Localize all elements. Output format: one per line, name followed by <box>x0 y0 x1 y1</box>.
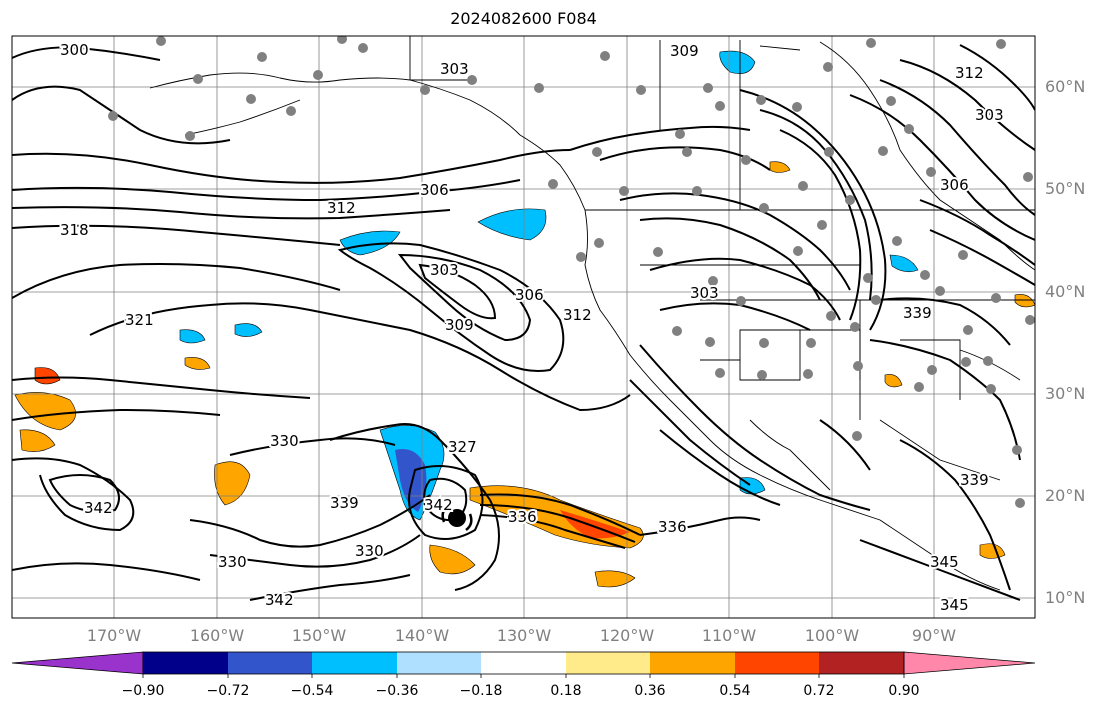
contour-label: 312 <box>327 199 356 217</box>
contour-label: 327 <box>448 438 477 456</box>
lon-label: 90°W <box>911 626 957 645</box>
contour-label: 336 <box>658 518 687 536</box>
lat-label: 20°N <box>1045 486 1086 505</box>
lon-label: 160°W <box>189 626 245 645</box>
colorbar-bin <box>143 652 228 674</box>
contour-label: 312 <box>563 306 592 324</box>
lon-label: 140°W <box>394 626 450 645</box>
contour-label: 300 <box>60 41 89 59</box>
colorbar-bin <box>819 652 904 674</box>
map-frame <box>11 35 1036 619</box>
lat-label: 30°N <box>1045 384 1086 403</box>
colorbar-tick-label: −0.90 <box>121 683 165 699</box>
contour-label: 306 <box>420 181 449 199</box>
contour-label: 306 <box>940 176 969 194</box>
lon-label: 150°W <box>291 626 347 645</box>
colorbar-bin <box>566 652 650 674</box>
contour-label: 312 <box>955 64 984 82</box>
contour-label: 342 <box>265 591 294 609</box>
contour-label: 303 <box>690 284 719 302</box>
contour-label: 339 <box>330 494 359 512</box>
colorbar-tick-label: 0.18 <box>550 683 582 699</box>
colorbar-tick-label: 0.36 <box>634 683 666 699</box>
contour-label: 303 <box>975 106 1004 124</box>
colorbar-tick-label: 0.54 <box>719 683 751 699</box>
colorbar-bin <box>312 652 397 674</box>
contour-label: 330 <box>218 553 247 571</box>
colorbar <box>11 651 1036 678</box>
contour-label: 303 <box>440 60 469 78</box>
contour-label: 342 <box>424 496 453 514</box>
contour-label: 339 <box>903 304 932 322</box>
lat-label: 50°N <box>1045 179 1086 198</box>
contour-label: 330 <box>270 432 299 450</box>
map-title: 2024082600 F084 <box>450 9 597 28</box>
contour-label: 342 <box>84 499 113 517</box>
colorbar-tick-label: −0.18 <box>459 683 503 699</box>
lat-label: 10°N <box>1045 588 1086 607</box>
lat-label: 60°N <box>1045 77 1086 96</box>
lon-label: 120°W <box>599 626 655 645</box>
contour-labels: 300 303 309 312 303 306 318 312 306 303 … <box>58 39 1006 616</box>
lon-label: 100°W <box>804 626 860 645</box>
station-dots <box>108 36 1035 508</box>
colorbar-bin <box>735 652 819 674</box>
lat-label: 40°N <box>1045 282 1086 301</box>
contour-label: 306 <box>515 286 544 304</box>
contour-label: 345 <box>930 553 959 571</box>
colorbar-bin <box>481 652 566 674</box>
colorbar-tick-label: −0.72 <box>206 683 250 699</box>
contour-label: 309 <box>445 316 474 334</box>
contour-label: 303 <box>430 261 459 279</box>
contour-label: 318 <box>60 221 89 239</box>
map-area <box>12 36 1035 618</box>
contour-lines <box>12 44 1035 601</box>
colorbar-tick-label: 0.90 <box>888 683 920 699</box>
contour-label: 336 <box>508 508 537 526</box>
colorbar-tick-label: −0.54 <box>290 683 334 699</box>
colorbar-tick-label: 0.72 <box>803 683 835 699</box>
colorbar-extend-high <box>903 651 1036 675</box>
colorbar-extend-low <box>11 651 144 675</box>
colorbar-tick-label: −0.36 <box>375 683 419 699</box>
colorbar-bin <box>228 652 312 674</box>
contour-label: 309 <box>670 42 699 60</box>
contour-label: 321 <box>125 311 154 329</box>
lon-label: 170°W <box>86 626 142 645</box>
lon-label: 130°W <box>496 626 552 645</box>
contour-label: 330 <box>355 542 384 560</box>
colorbar-bin <box>397 652 481 674</box>
storm-symbol <box>441 504 473 531</box>
colorbar-bin <box>650 652 735 674</box>
coastlines <box>149 36 1035 591</box>
gridlines <box>12 36 1035 618</box>
lon-label: 110°W <box>701 626 757 645</box>
contour-label: 339 <box>960 471 989 489</box>
contour-label: 345 <box>940 596 969 614</box>
